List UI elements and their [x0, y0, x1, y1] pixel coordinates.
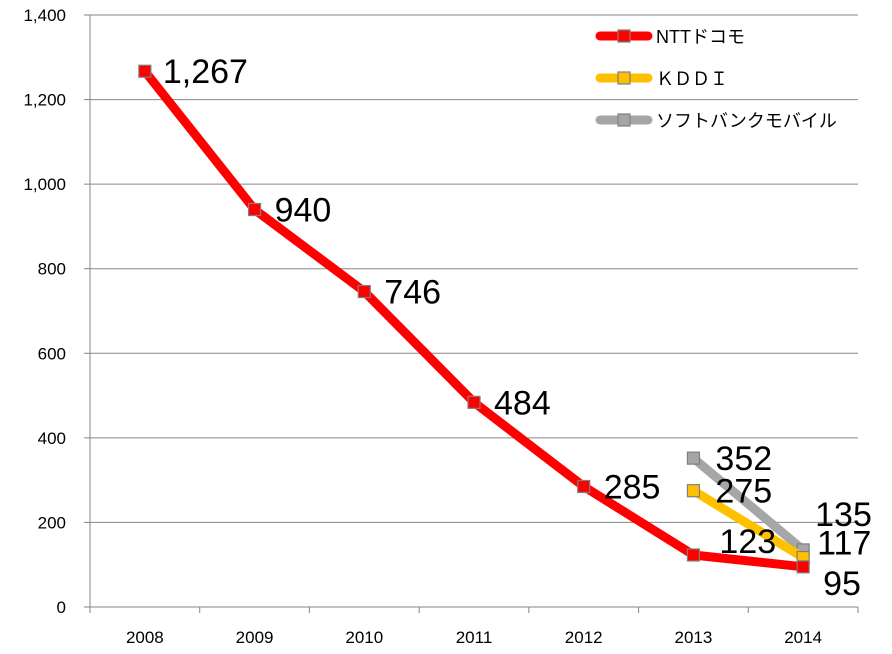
data-point: [686, 451, 701, 465]
x-tick-label: 2013: [675, 628, 713, 647]
x-tick-label: 2008: [126, 628, 164, 647]
data-point: [467, 395, 481, 409]
series-line: [688, 453, 808, 555]
y-tick-label: 1,000: [23, 175, 66, 194]
data-label: 484: [494, 384, 551, 422]
x-tick-label: 2012: [565, 628, 603, 647]
data-point: [686, 484, 701, 498]
x-tick-label: 2014: [784, 628, 822, 647]
axes: 0 200 400 600 800 1,000 1,200 1,400 2008 2009 2010…: [23, 6, 859, 647]
data-label: 352: [715, 440, 772, 478]
y-tick-label: 200: [38, 513, 66, 532]
x-tick-label: 2009: [236, 628, 274, 647]
data-label: 275: [715, 473, 772, 511]
y-tick-label: 1,200: [23, 91, 66, 110]
data-labels: 1,267 940 746 484 285 123 95 275 117 352 135: [163, 53, 872, 603]
legend-marker: [617, 113, 631, 127]
data-label: 746: [384, 274, 441, 312]
data-point: [247, 202, 262, 217]
x-tick-label: 2010: [345, 628, 383, 647]
data-point: [138, 64, 152, 78]
legend-label: ＫＤＤＩ: [656, 69, 728, 89]
y-tick-label: 800: [38, 260, 66, 279]
legend: NTTドコモ ＫＤＤＩ ソフトバンクモバイル: [595, 27, 837, 131]
data-label: 940: [275, 192, 332, 230]
data-point: [357, 284, 371, 299]
series-line: [688, 486, 808, 563]
series-lines: [138, 64, 810, 574]
data-label: 123: [719, 523, 776, 561]
data-label: 117: [817, 525, 871, 563]
legend-item: NTTドコモ: [595, 27, 745, 47]
y-tick-label: 1,400: [23, 6, 66, 25]
data-label: 95: [823, 565, 861, 603]
y-tick-label: 600: [38, 344, 66, 363]
data-label: 135: [815, 496, 872, 534]
data-label: 1,267: [163, 53, 248, 91]
y-tick-label: 400: [38, 429, 66, 448]
x-tick-label: 2011: [456, 628, 493, 647]
data-point: [577, 479, 591, 494]
y-tick-label: 0: [57, 598, 66, 617]
legend-marker: [617, 71, 631, 85]
gridlines: [90, 14, 858, 523]
data-point: [796, 560, 810, 574]
data-label: 285: [604, 468, 661, 506]
legend-label: ソフトバンクモバイル: [656, 111, 837, 131]
legend-label: NTTドコモ: [656, 27, 745, 47]
legend-item: ＫＤＤＩ: [595, 69, 728, 89]
legend-marker: [617, 29, 631, 43]
legend-item: ソフトバンクモバイル: [595, 111, 837, 131]
series-0: [138, 64, 810, 574]
data-point: [686, 548, 701, 562]
